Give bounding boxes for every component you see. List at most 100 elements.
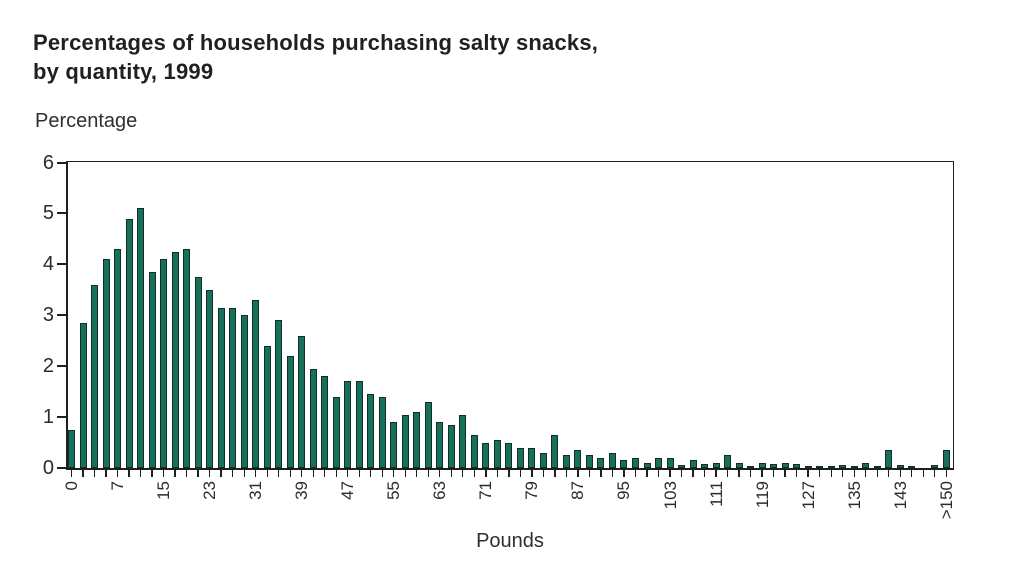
bar [482,442,490,468]
x-axis-tick [865,470,867,477]
y-axis-title: Percentage [35,110,138,132]
x-axis-tick [715,470,717,477]
bar [827,466,835,468]
bar [160,259,168,468]
x-axis-tick [231,470,234,477]
bar [459,414,467,468]
x-axis-tick [508,470,510,477]
y-tick-label: 1 [42,406,54,429]
bar [608,452,616,468]
x-axis-tick [105,470,107,477]
x-axis-tick [208,470,211,477]
bar [539,452,547,468]
x-axis-tick [669,470,671,477]
bar [585,455,593,468]
x-axis-tick [703,470,706,477]
bar [252,299,260,468]
x-axis-tick [588,470,591,477]
x-axis-tick [301,470,303,477]
bar [206,289,214,468]
x-axis-tick [657,470,660,477]
bar [355,381,363,468]
bar [194,277,202,468]
bar [436,422,444,468]
x-tick-label: 7 [108,481,128,491]
bar [171,251,179,468]
bar [79,322,87,468]
x-axis-tick [151,470,153,477]
x-axis-tick [577,470,579,477]
x-tick-label: 63 [430,481,450,500]
bar [770,464,778,468]
bar [68,429,75,468]
bar [102,259,110,468]
bar [505,442,513,468]
bar [862,462,870,468]
x-axis-title: Pounds [476,530,544,552]
x-axis-tick [888,470,890,477]
x-axis-tick [220,470,222,477]
x-axis-tick [404,470,406,477]
bar [712,462,720,468]
bar [321,376,329,468]
x-axis-tick [772,470,775,477]
bar [286,355,294,468]
bar [367,394,375,468]
bar [574,450,582,468]
bar [401,414,409,468]
x-tick-label: 103 [660,481,680,510]
x-tick-label: 79 [522,481,542,500]
x-axis-tick [162,470,165,477]
bar [666,457,674,468]
x-axis-tick [876,470,878,477]
x-axis-tick [600,470,602,477]
x-axis-tick [749,470,752,477]
x-axis-tick [945,470,947,477]
x-axis-tick [139,470,142,477]
x-axis-tick [554,470,556,477]
x-tick-label: 111 [706,481,726,507]
bar [631,457,639,468]
x-axis-tick [335,470,337,477]
x-axis-tick [911,470,913,477]
y-tick-label: 0 [42,457,54,479]
y-axis-tick [57,314,66,317]
bar [896,465,904,468]
x-tick-label: 119 [752,481,772,509]
bar [137,208,145,468]
x-axis-tick [243,470,245,477]
x-tick-label: 143 [890,481,910,510]
bar [735,462,743,468]
x-axis-tick [416,470,418,477]
bar [551,434,559,468]
y-tick-label: 2 [42,355,54,378]
bar [724,455,732,468]
bar [275,320,283,468]
x-axis-tick [255,470,257,477]
y-tick-label: 5 [42,202,54,225]
chart-title: Percentages of households purchasing sal… [33,28,598,86]
bar [643,462,651,468]
x-axis-tick [174,470,176,477]
x-axis-tick [312,470,314,477]
x-axis-tick [853,470,855,477]
x-axis-tick [761,470,763,477]
bar [413,412,421,468]
bar [148,271,156,468]
chart-title-line1: Percentages of households purchasing sal… [33,30,599,55]
x-tick-label: 47 [338,481,358,500]
bar [562,455,570,468]
x-axis-tick [726,470,729,477]
x-tick-label: 71 [476,481,496,500]
y-axis-tick [57,416,66,419]
x-tick-label: 55 [384,481,404,500]
x-axis-tick [473,470,475,477]
bar [758,462,766,468]
y-tick-label: 6 [42,151,54,174]
x-axis-tick [381,470,383,477]
bar [125,218,133,468]
x-axis-tick [358,470,360,477]
x-axis-tick [185,470,188,477]
bar [447,424,455,468]
